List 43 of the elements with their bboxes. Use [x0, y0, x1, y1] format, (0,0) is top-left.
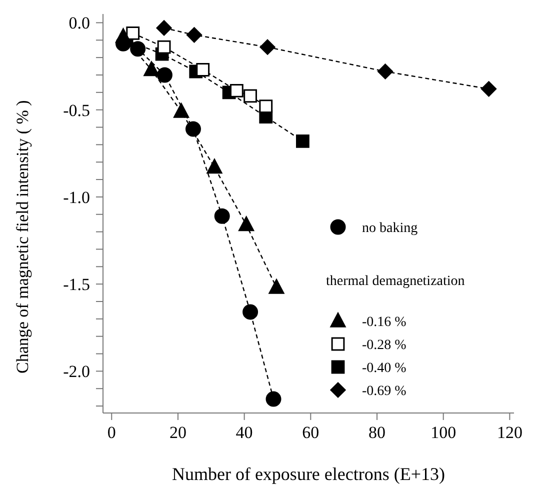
- point: [126, 26, 140, 40]
- point: [244, 89, 257, 103]
- point: [378, 64, 394, 80]
- y-tick-label: -1.0: [63, 188, 90, 207]
- point: [266, 391, 282, 407]
- point: [481, 81, 497, 97]
- point: [259, 100, 273, 114]
- x-tick-label: 100: [430, 423, 456, 442]
- legend-label: -0.40 %: [362, 361, 407, 376]
- point: [214, 208, 230, 224]
- point: [130, 41, 146, 57]
- point: [230, 84, 244, 98]
- legend-label: -0.16 %: [362, 315, 407, 330]
- y-tick-label: 0.0: [68, 14, 90, 33]
- x-tick-label: 20: [169, 423, 186, 442]
- x-axis-title: Number of exposure electrons (E+13): [172, 464, 446, 484]
- point: [156, 67, 172, 83]
- y-tick-label: -0.5: [63, 100, 90, 120]
- point: [196, 63, 210, 76]
- y-tick-label: -2.0: [63, 362, 90, 382]
- point: [296, 134, 310, 148]
- x-tick-label: 60: [302, 423, 320, 442]
- y-axis-title: Change of magnetic field intensity ( % ): [13, 100, 32, 374]
- y-tick-label: -1.5: [63, 275, 90, 294]
- legend-label: -0.28 %: [362, 338, 407, 353]
- point: [186, 27, 202, 43]
- point: [185, 121, 201, 137]
- point: [260, 39, 276, 55]
- x-tick-label: 40: [236, 423, 253, 442]
- x-tick-label: 80: [368, 423, 386, 442]
- x-tick-label: 120: [496, 423, 522, 442]
- legend-label: -0.69 %: [362, 384, 407, 399]
- point: [242, 304, 258, 320]
- point: [174, 103, 190, 118]
- point: [268, 279, 284, 294]
- point: [238, 216, 254, 232]
- point: [157, 40, 171, 54]
- point: [144, 61, 160, 76]
- point: [206, 158, 222, 174]
- point: [156, 20, 172, 36]
- legend-label: no baking: [362, 221, 418, 236]
- legend-title: thermal demagnetization: [326, 274, 465, 289]
- x-tick-label: 0: [107, 423, 116, 442]
